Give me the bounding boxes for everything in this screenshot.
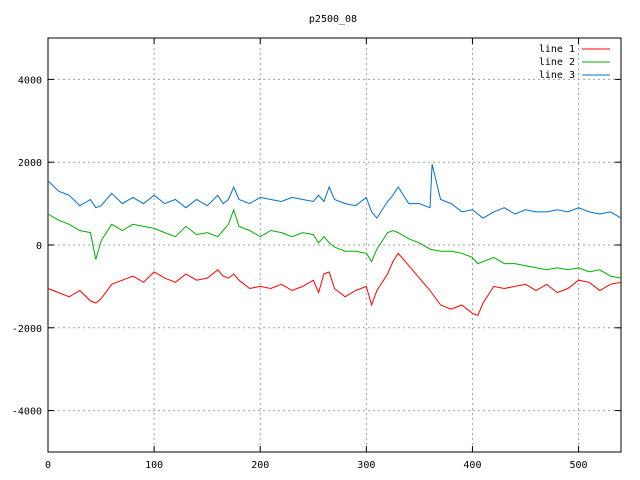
chart-title: p2500_08	[309, 14, 357, 25]
x-tick-label: 200	[251, 460, 269, 471]
series-line-1	[47, 252, 622, 317]
x-tick-label: 0	[45, 460, 51, 471]
series-line-2	[47, 208, 622, 279]
x-tick-label: 300	[357, 460, 375, 471]
y-tick-label: 2000	[18, 158, 42, 169]
y-tick-label: -4000	[12, 407, 42, 418]
axes: 0 100 200 300 400 500 -4000 -2000 0 2000 4000	[12, 37, 622, 471]
y-tick-label: 0	[36, 241, 42, 252]
x-tick-label: 100	[145, 460, 163, 471]
legend: line 1 line 2 line 3	[539, 44, 610, 81]
legend-label-1: line 1	[539, 44, 575, 55]
series-line-3	[47, 164, 622, 219]
series-layer	[47, 164, 622, 317]
y-tick-label: -2000	[12, 324, 42, 335]
x-tick-label: 400	[463, 460, 481, 471]
legend-label-2: line 2	[539, 57, 575, 68]
grid-lines	[48, 38, 621, 452]
y-tick-label: 4000	[18, 75, 42, 86]
legend-label-3: line 3	[539, 70, 575, 81]
x-tick-label: 500	[570, 460, 588, 471]
